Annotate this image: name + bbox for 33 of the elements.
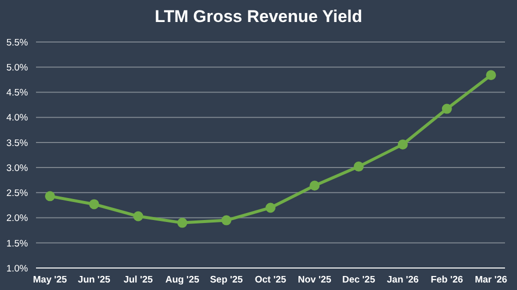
y-tick-label: 5.0% [6, 62, 29, 74]
x-tick-label: Sep '25 [210, 274, 244, 286]
point [398, 139, 408, 150]
y-tick-label: 4.0% [6, 112, 29, 124]
x-tick-label: Dec '25 [342, 274, 376, 286]
x-tick-label: Feb '26 [430, 274, 464, 286]
point [486, 70, 496, 80]
y-tick-label: 2.0% [6, 213, 29, 224]
y-tick-label: 3.5% [6, 138, 29, 149]
point [133, 211, 144, 222]
x-tick-label: Mar '26 [474, 274, 508, 286]
point [221, 215, 232, 226]
y-tick-label: 1.0% [6, 263, 29, 274]
x-tick-label: Nov '25 [298, 274, 332, 286]
x-tick-label: Jun '25 [78, 274, 111, 286]
point [442, 104, 452, 114]
y-tick-label: 4.5% [6, 88, 29, 99]
point [354, 162, 364, 172]
x-tick-label: Aug '25 [165, 274, 200, 286]
y-tick-label: 3.0% [6, 162, 29, 174]
point [310, 180, 320, 191]
point [266, 202, 276, 213]
y-tick-label: 1.5% [6, 238, 29, 250]
y-tick-label: 2.5% [6, 188, 29, 200]
x-tick-label: Oct '25 [254, 274, 287, 286]
x-tick-label: Jul '25 [124, 274, 154, 286]
x-tick-label: May '25 [33, 274, 68, 286]
point [177, 218, 188, 228]
point [89, 199, 100, 210]
point [45, 191, 55, 202]
y-tick-label: 5.5% [6, 37, 29, 48]
x-tick-label: Jan '26 [386, 274, 419, 286]
chart-title: LTM Gross Revenue Yield [154, 6, 364, 28]
